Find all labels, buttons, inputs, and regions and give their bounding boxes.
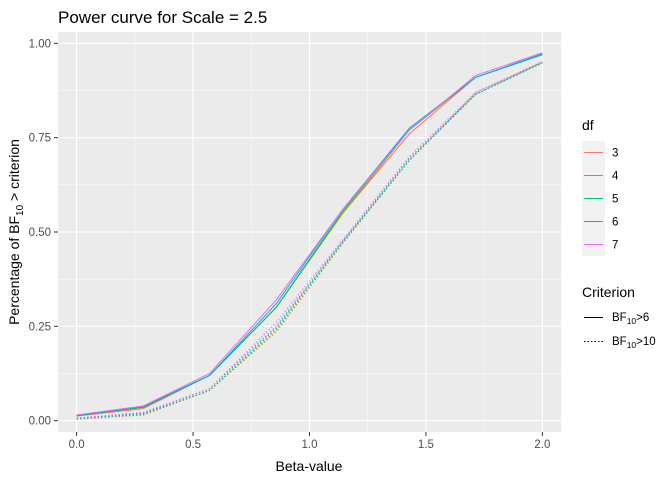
x-tick-label: 0.5: [185, 439, 201, 451]
legend-label-criterion-1: BF10>10: [612, 336, 656, 350]
y-axis-title: Percentage of BF10 > criterion: [6, 139, 26, 325]
x-tick-label: 0.0: [69, 439, 85, 451]
legend-label-criterion-0: BF10>6: [612, 312, 649, 326]
legend-label-df3: 3: [612, 148, 618, 160]
x-tick-label: 2.0: [534, 439, 550, 451]
y-tick-label: 0.25: [29, 321, 51, 333]
y-tick-label: 0.75: [29, 133, 51, 145]
y-tick-label: 0.00: [29, 416, 51, 428]
criterion-legend: Criterion BF10>6 BF10>10: [582, 284, 656, 353]
legend-label-df7: 7: [612, 240, 618, 252]
series-line-df4-bf10: [76, 62, 543, 419]
chart-title: Power curve for Scale = 2.5: [58, 8, 267, 27]
legend-key-bg: [582, 330, 605, 353]
x-tick-label: 1.5: [418, 439, 434, 451]
series-line-df7-bf10: [76, 60, 543, 419]
color-legend-title: df: [582, 117, 594, 133]
series-line-df3-bf10: [76, 61, 543, 420]
x-axis-ticks: 0.0 0.5 1.0 1.5 2.0: [69, 432, 550, 451]
x-axis-title: Beta-value: [276, 458, 343, 474]
y-axis-ticks: 0.00 0.25 0.50 0.75 1.00: [29, 38, 58, 428]
criterion-legend-title: Criterion: [582, 284, 635, 300]
legend-label-df6: 6: [612, 217, 618, 229]
y-tick-label: 1.00: [29, 38, 51, 50]
x-tick-label: 1.0: [302, 439, 318, 451]
series-lines: [76, 52, 543, 420]
series-line-df7-bf6: [76, 52, 543, 416]
legend-label-df4: 4: [612, 171, 619, 183]
color-legend: df 3 4 5 6 7: [582, 117, 619, 256]
grid-lines: [58, 32, 561, 432]
legend-label-df5: 5: [612, 194, 618, 206]
y-tick-label: 0.50: [29, 227, 51, 239]
series-line-df6-bf6: [76, 54, 543, 416]
